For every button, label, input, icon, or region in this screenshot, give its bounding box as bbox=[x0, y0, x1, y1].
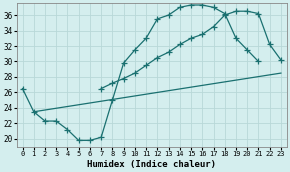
X-axis label: Humidex (Indice chaleur): Humidex (Indice chaleur) bbox=[87, 159, 216, 169]
